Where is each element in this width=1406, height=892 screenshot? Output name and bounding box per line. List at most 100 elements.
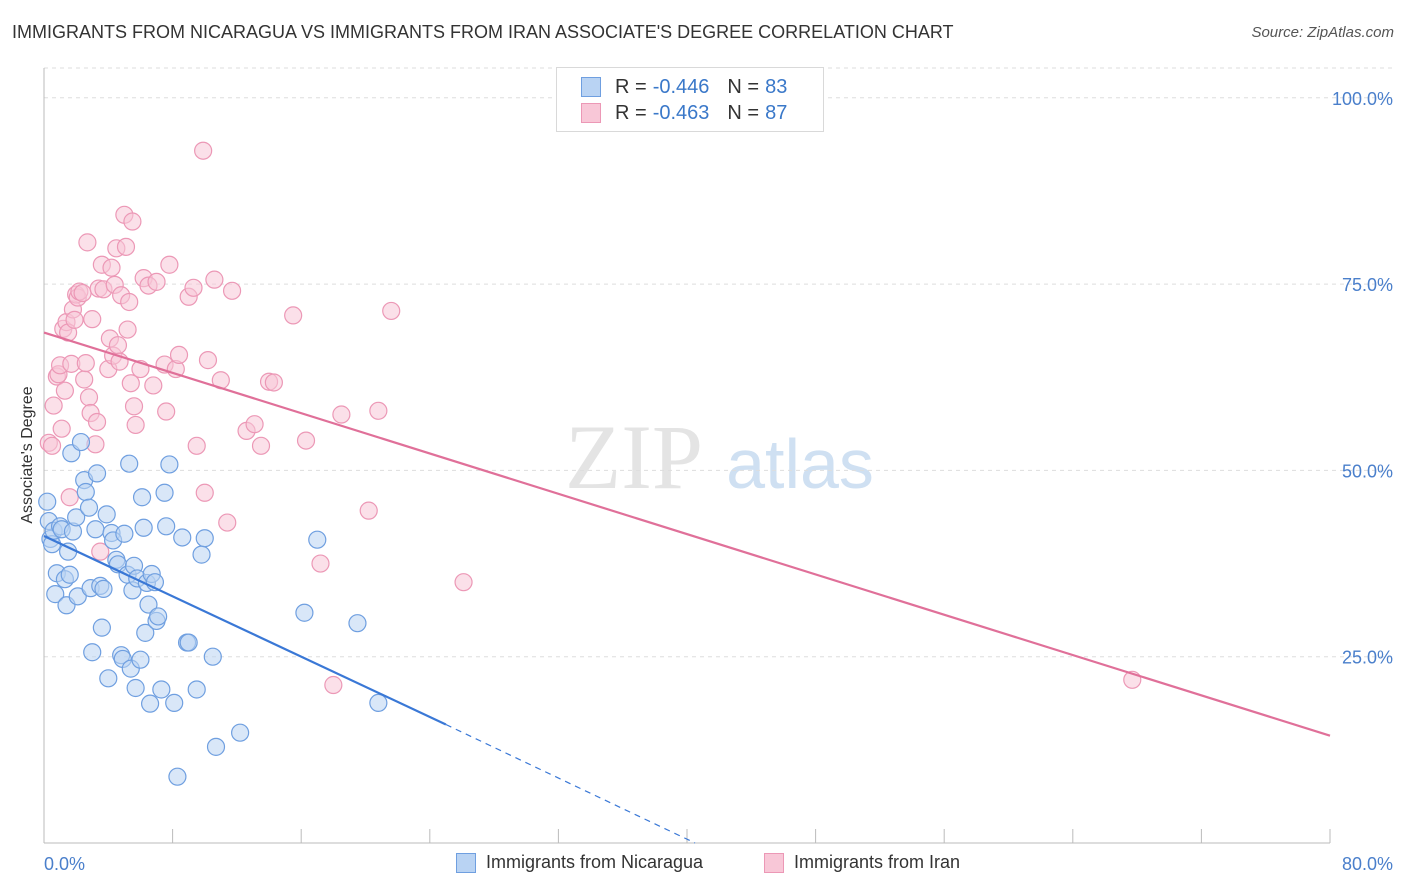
iran-point	[55, 381, 74, 400]
nicaragua-point	[140, 694, 160, 713]
iran-point	[44, 396, 63, 415]
y-tick-label: 25.0%	[1342, 648, 1393, 668]
nicaragua-point	[60, 565, 79, 584]
iran-trend-line	[43, 331, 1331, 737]
nicaragua-point	[134, 518, 153, 537]
nicaragua-point	[97, 505, 116, 524]
legend-n-value: 83	[765, 75, 788, 98]
iran-point	[369, 401, 388, 420]
y-tick-label: 100.0%	[1332, 89, 1393, 109]
legend-r-label: R =	[615, 75, 647, 98]
iran-point	[157, 402, 176, 421]
legend-r-label: R =	[615, 101, 647, 124]
iran-point	[79, 388, 99, 407]
iran-points	[39, 141, 1142, 695]
series-label: Immigrants from Nicaragua	[486, 852, 704, 872]
nicaragua-points	[38, 432, 388, 786]
iran-point	[251, 436, 271, 455]
legend-row-iran: R = -0.463 N = 87	[581, 100, 787, 126]
legend-n-label: N =	[727, 75, 760, 98]
grid-lines	[44, 67, 1392, 658]
nicaragua-point	[92, 618, 111, 637]
nicaragua-point	[348, 614, 367, 633]
nicaragua-point	[206, 737, 226, 756]
nicaragua-point	[46, 585, 65, 604]
series-label: Immigrants from Iran	[794, 852, 961, 872]
nicaragua-point	[165, 693, 184, 713]
nicaragua-point	[83, 643, 102, 662]
iran-point	[108, 336, 128, 355]
watermark-atlas: atlas	[726, 425, 874, 503]
nicaragua-point	[195, 529, 214, 548]
nicaragua-point	[192, 545, 211, 564]
iran-point	[52, 419, 71, 438]
iran-point	[83, 310, 102, 329]
series-legend-iran: Immigrants from Iran	[764, 852, 960, 873]
legend-swatch-blue	[581, 77, 601, 97]
nicaragua-point	[94, 579, 113, 598]
iran-point	[102, 258, 121, 277]
chart-title: IMMIGRANTS FROM NICARAGUA VS IMMIGRANTS …	[12, 22, 954, 42]
iran-point	[296, 431, 316, 450]
iran-point	[87, 412, 107, 432]
nicaragua-point	[203, 647, 222, 666]
iran-point	[454, 573, 473, 592]
iran-point	[75, 370, 94, 389]
nicaragua-point	[67, 508, 86, 527]
iran-point	[126, 415, 145, 435]
stats-legend: R = -0.446 N = 83 R = -0.463 N = 87	[556, 67, 824, 132]
nicaragua-point	[126, 678, 145, 698]
watermark: ZIP atlas	[565, 406, 874, 508]
iran-point	[118, 320, 137, 339]
iran-point	[194, 141, 213, 160]
nicaragua-trend-line	[43, 534, 447, 726]
nicaragua-point	[68, 587, 87, 606]
iran-point	[184, 278, 203, 297]
nicaragua-point	[38, 492, 57, 511]
x-tick-label: 80.0%	[1342, 854, 1393, 874]
legend-r-value: -0.463	[652, 101, 710, 124]
nicaragua-point	[132, 488, 152, 507]
legend-row-nicaragua: R = -0.446 N = 83	[581, 74, 787, 100]
iran-point	[205, 270, 224, 289]
iran-point	[245, 415, 264, 434]
iran-point	[198, 351, 218, 370]
trend-lines	[43, 331, 1331, 844]
iran-point	[116, 237, 136, 256]
iran-point	[42, 436, 62, 455]
nicaragua-point	[120, 454, 139, 473]
nicaragua-point	[369, 693, 388, 713]
iran-point	[169, 345, 189, 364]
nicaragua-point	[168, 767, 187, 786]
iran-point	[187, 436, 206, 455]
series-legend-nicaragua: Immigrants from Nicaragua	[456, 852, 703, 873]
iran-point	[120, 292, 139, 312]
watermark-zip: ZIP	[565, 406, 703, 508]
legend-r-value: -0.446	[652, 75, 710, 98]
nicaragua-point	[152, 680, 171, 699]
iran-point	[324, 675, 343, 695]
nicaragua-point	[99, 669, 118, 688]
series-swatch-pink	[764, 852, 784, 873]
iran-point	[73, 283, 92, 303]
nicaragua-point	[149, 607, 168, 626]
iran-point	[359, 501, 378, 520]
nicaragua-point	[139, 595, 158, 614]
y-tick-label: 75.0%	[1342, 275, 1393, 295]
axes	[43, 68, 1331, 844]
iran-point	[144, 376, 163, 395]
iran-point	[195, 483, 214, 502]
iran-point	[124, 397, 144, 416]
nicaragua-point	[155, 483, 174, 502]
iran-point	[147, 272, 166, 291]
nicaragua-point	[87, 464, 107, 483]
iran-point	[311, 554, 330, 573]
nicaragua-point	[173, 528, 192, 547]
nicaragua-trend-extension	[445, 723, 696, 844]
legend-n-label: N =	[727, 101, 760, 124]
nicaragua-point	[71, 432, 91, 452]
tick-labels: 25.0% 50.0% 75.0% 100.0% 0.0% 80.0%	[44, 89, 1393, 874]
iran-point	[160, 255, 179, 274]
nicaragua-point	[308, 530, 327, 549]
iran-point	[91, 542, 110, 561]
